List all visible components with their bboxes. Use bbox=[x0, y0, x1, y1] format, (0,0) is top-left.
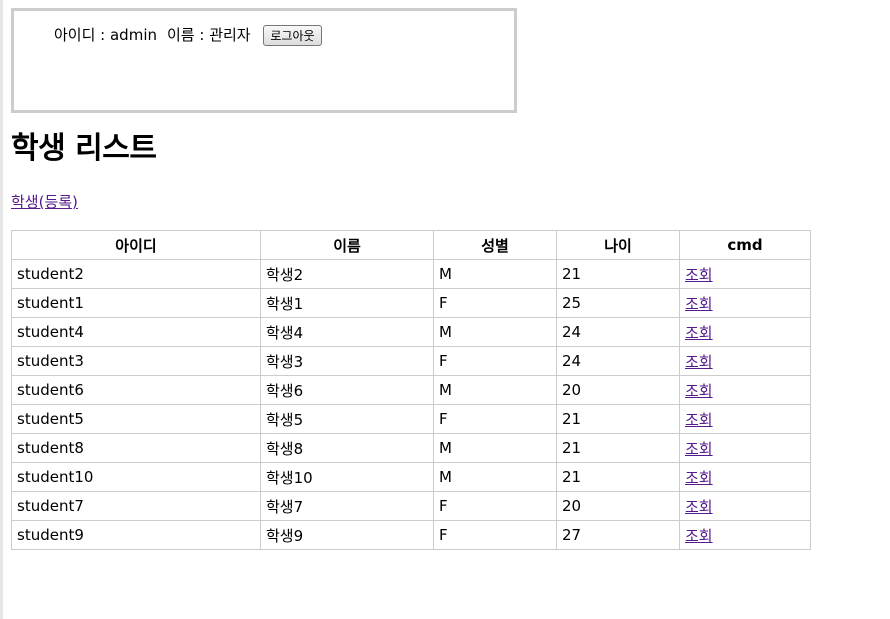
view-link[interactable]: 조회 bbox=[685, 381, 713, 400]
cell-name: 학생3 bbox=[260, 346, 434, 376]
student-register-link[interactable]: 학생(등록) bbox=[11, 193, 78, 211]
cell-id: student5 bbox=[11, 404, 261, 434]
login-info-box: 아이디 : admin 이름 : 관리자 로그아웃 bbox=[11, 8, 517, 113]
cell-cmd: 조회 bbox=[679, 462, 811, 492]
view-link[interactable]: 조회 bbox=[685, 352, 713, 371]
column-header-cmd: cmd bbox=[679, 230, 811, 260]
cell-id: student8 bbox=[11, 433, 261, 463]
table-row: student2 학생2 M 21 조회 bbox=[11, 259, 811, 289]
cell-age: 21 bbox=[556, 259, 680, 289]
table-row: student8 학생8 M 21 조회 bbox=[11, 433, 811, 463]
cell-gender: F bbox=[433, 491, 557, 521]
cell-id: student10 bbox=[11, 462, 261, 492]
cell-cmd: 조회 bbox=[679, 404, 811, 434]
table-row: student10 학생10 M 21 조회 bbox=[11, 462, 811, 492]
cell-age: 27 bbox=[556, 520, 680, 550]
user-info: 아이디 : admin 이름 : 관리자 로그아웃 bbox=[54, 25, 322, 46]
cell-name: 학생5 bbox=[260, 404, 434, 434]
cell-age: 25 bbox=[556, 288, 680, 318]
cell-name: 학생8 bbox=[260, 433, 434, 463]
cell-gender: F bbox=[433, 404, 557, 434]
table-header-row: 아이디 이름 성별 나이 cmd bbox=[11, 230, 811, 260]
column-header-age: 나이 bbox=[556, 230, 680, 260]
cell-gender: F bbox=[433, 520, 557, 550]
table-row: student6 학생6 M 20 조회 bbox=[11, 375, 811, 405]
cell-name: 학생2 bbox=[260, 259, 434, 289]
cell-gender: M bbox=[433, 462, 557, 492]
table-row: student9 학생9 F 27 조회 bbox=[11, 520, 811, 550]
table-row: student1 학생1 F 25 조회 bbox=[11, 288, 811, 318]
cell-gender: M bbox=[433, 259, 557, 289]
cell-id: student4 bbox=[11, 317, 261, 347]
cell-cmd: 조회 bbox=[679, 433, 811, 463]
cell-id: student7 bbox=[11, 491, 261, 521]
logout-button[interactable]: 로그아웃 bbox=[263, 25, 322, 46]
cell-age: 20 bbox=[556, 375, 680, 405]
view-link[interactable]: 조회 bbox=[685, 439, 713, 458]
view-link[interactable]: 조회 bbox=[685, 468, 713, 487]
column-header-gender: 성별 bbox=[433, 230, 557, 260]
view-link[interactable]: 조회 bbox=[685, 526, 713, 545]
cell-age: 21 bbox=[556, 404, 680, 434]
cell-cmd: 조회 bbox=[679, 520, 811, 550]
cell-name: 학생6 bbox=[260, 375, 434, 405]
cell-id: student3 bbox=[11, 346, 261, 376]
window-left-edge bbox=[0, 0, 3, 619]
cell-cmd: 조회 bbox=[679, 259, 811, 289]
student-table: 아이디 이름 성별 나이 cmd student2 학생2 M 21 조회 st… bbox=[11, 230, 811, 550]
view-link[interactable]: 조회 bbox=[685, 323, 713, 342]
user-name-label: 이름 : 관리자 bbox=[167, 26, 251, 44]
view-link[interactable]: 조회 bbox=[685, 294, 713, 313]
user-id-label: 아이디 : admin bbox=[54, 26, 157, 44]
cell-cmd: 조회 bbox=[679, 375, 811, 405]
cell-id: student9 bbox=[11, 520, 261, 550]
cell-age: 24 bbox=[556, 317, 680, 347]
table-row: student5 학생5 F 21 조회 bbox=[11, 404, 811, 434]
cell-gender: F bbox=[433, 346, 557, 376]
page-title: 학생 리스트 bbox=[11, 131, 157, 166]
cell-name: 학생9 bbox=[260, 520, 434, 550]
view-link[interactable]: 조회 bbox=[685, 410, 713, 429]
cell-cmd: 조회 bbox=[679, 288, 811, 318]
cell-age: 21 bbox=[556, 433, 680, 463]
cell-name: 학생10 bbox=[260, 462, 434, 492]
cell-gender: M bbox=[433, 375, 557, 405]
cell-id: student2 bbox=[11, 259, 261, 289]
cell-id: student1 bbox=[11, 288, 261, 318]
table-row: student3 학생3 F 24 조회 bbox=[11, 346, 811, 376]
column-header-id: 아이디 bbox=[11, 230, 261, 260]
cell-name: 학생4 bbox=[260, 317, 434, 347]
cell-name: 학생1 bbox=[260, 288, 434, 318]
cell-age: 24 bbox=[556, 346, 680, 376]
view-link[interactable]: 조회 bbox=[685, 497, 713, 516]
cell-name: 학생7 bbox=[260, 491, 434, 521]
table-row: student7 학생7 F 20 조회 bbox=[11, 491, 811, 521]
cell-cmd: 조회 bbox=[679, 317, 811, 347]
cell-cmd: 조회 bbox=[679, 346, 811, 376]
cell-cmd: 조회 bbox=[679, 491, 811, 521]
cell-gender: F bbox=[433, 288, 557, 318]
table-row: student4 학생4 M 24 조회 bbox=[11, 317, 811, 347]
cell-id: student6 bbox=[11, 375, 261, 405]
cell-age: 20 bbox=[556, 491, 680, 521]
view-link[interactable]: 조회 bbox=[685, 265, 713, 284]
cell-gender: M bbox=[433, 317, 557, 347]
cell-gender: M bbox=[433, 433, 557, 463]
column-header-name: 이름 bbox=[260, 230, 434, 260]
cell-age: 21 bbox=[556, 462, 680, 492]
